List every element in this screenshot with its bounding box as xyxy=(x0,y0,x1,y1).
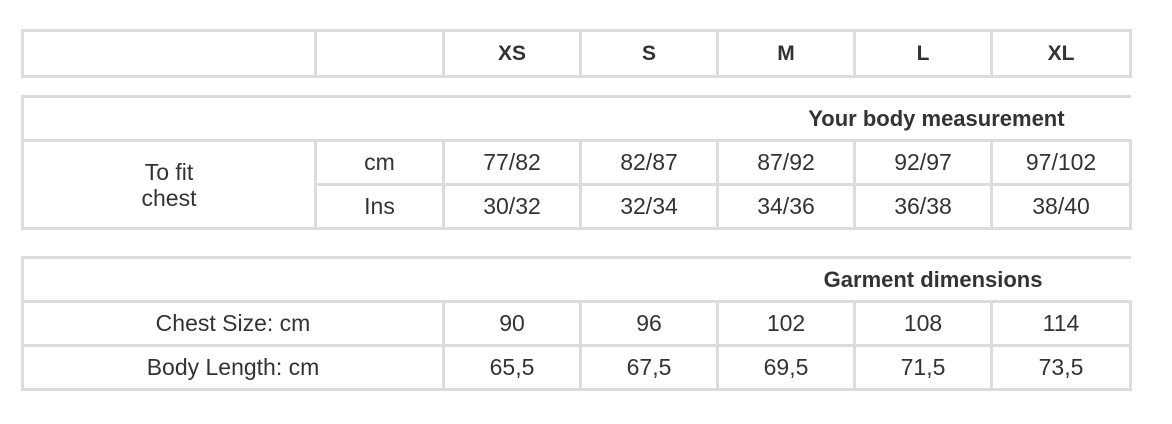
body-length-s: 67,5 xyxy=(579,344,719,391)
chest-cm-xs: 77/82 xyxy=(442,139,582,186)
size-header-xl: XL xyxy=(990,29,1132,78)
chest-cm-l: 92/97 xyxy=(853,139,993,186)
chest-cm-xl: 97/102 xyxy=(989,139,1133,186)
chest-size-s: 96 xyxy=(579,300,719,347)
garment-dimensions-table: Garment dimensions Chest Size: cm 90 96 … xyxy=(21,256,1132,391)
body-measurement-title-row: Your body measurement xyxy=(20,95,1131,142)
chest-cm-row: To fit chest cm 77/82 82/87 87/92 92/97 … xyxy=(21,139,1133,230)
to-fit-label-line2: chest xyxy=(141,184,197,211)
garment-dimensions-title: Garment dimensions xyxy=(21,256,1131,303)
chest-ins-xs: 30/32 xyxy=(442,183,582,230)
chest-size-l: 108 xyxy=(853,300,993,347)
chest-size-row: Chest Size: cm 90 96 102 108 114 xyxy=(21,300,1132,347)
chest-cm-s: 82/87 xyxy=(579,139,719,186)
chest-size-label: Chest Size: cm xyxy=(21,300,445,347)
chest-size-m: 102 xyxy=(716,300,856,347)
chest-ins-l: 36/38 xyxy=(853,183,993,230)
body-length-l: 71,5 xyxy=(853,344,993,391)
chest-ins-s: 32/34 xyxy=(579,183,719,230)
unit-ins-label: Ins xyxy=(314,183,445,230)
body-measurement-title: Your body measurement xyxy=(20,95,1131,142)
chest-cm-m: 87/92 xyxy=(716,139,856,186)
unit-cm-label: cm xyxy=(314,139,445,186)
size-header-l: L xyxy=(853,29,993,78)
empty-header-cell xyxy=(314,29,445,78)
chest-ins-xl: 38/40 xyxy=(989,183,1133,230)
garment-dimensions-title-row: Garment dimensions xyxy=(21,256,1131,303)
chest-size-xl: 114 xyxy=(990,300,1132,347)
size-header-row: XS S M L XL xyxy=(21,29,1132,78)
body-length-label: Body Length: cm xyxy=(21,344,445,391)
size-header-table: XS S M L XL xyxy=(21,29,1132,78)
chest-ins-row: Ins 30/32 32/34 34/36 36/38 38/40 xyxy=(23,183,1133,230)
to-fit-chest-label: To fit chest xyxy=(21,139,317,230)
body-measurement-table: Your body measurement To fit chest cm 77… xyxy=(20,95,1133,230)
chest-ins-m: 34/36 xyxy=(716,183,856,230)
size-header-s: S xyxy=(579,29,719,78)
body-length-m: 69,5 xyxy=(716,344,856,391)
size-header-xs: XS xyxy=(442,29,582,78)
size-header-m: M xyxy=(716,29,856,78)
body-length-xl: 73,5 xyxy=(990,344,1132,391)
body-length-row: Body Length: cm 65,5 67,5 69,5 71,5 73,5 xyxy=(21,344,1132,391)
chest-size-xs: 90 xyxy=(442,300,582,347)
empty-header-cell xyxy=(21,29,317,78)
to-fit-label-line1: To fit xyxy=(144,158,194,185)
body-length-xs: 65,5 xyxy=(442,344,582,391)
